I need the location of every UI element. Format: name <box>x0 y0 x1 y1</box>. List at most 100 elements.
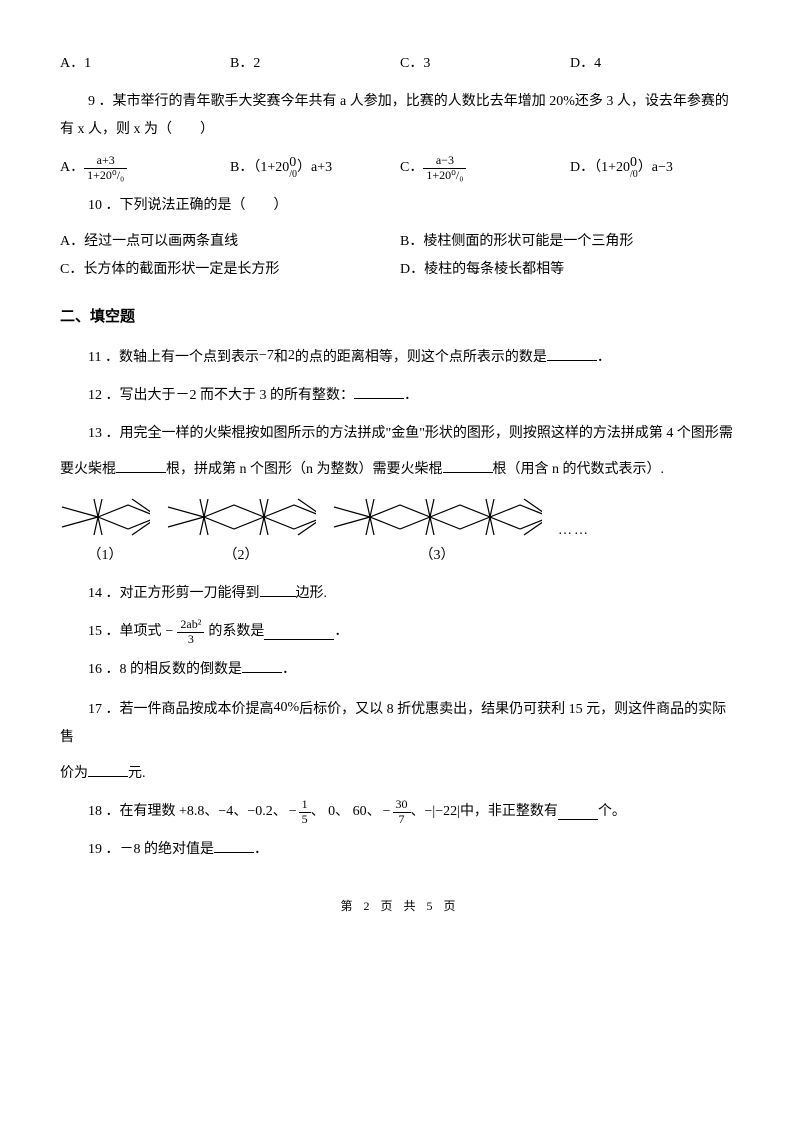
q17-pre: 17 ．若一件商品按成本价提高 <box>88 702 274 717</box>
blank <box>242 658 282 673</box>
section-fill: 二、填空题 <box>60 302 740 332</box>
q11-mid1: 和 <box>274 350 288 365</box>
frac-num: a−3 <box>423 154 466 168</box>
q9-opt-d: D．（1+20 0 /0 ）a−3 <box>570 154 740 182</box>
q18: 18 ．在有理数 +8.8、 −4、 −0.2、 − 1 5 、 0、 60、 … <box>60 798 740 826</box>
q18-mid1: 、 0、 60、 <box>311 798 381 826</box>
q13-l2-mid: 根，拼成第 n 个图形（n 为整数）需要火柴棍 <box>166 462 443 477</box>
q12-tail: ． <box>404 388 418 403</box>
q18-tail: 个。 <box>598 798 626 826</box>
fish-3: （3） <box>332 492 542 570</box>
q9-c-frac: a−3 1+20⁰/₀ <box>423 154 466 181</box>
q8-options: A．1 B．2 C．3 D．4 <box>60 50 740 78</box>
q9-options: A． a+3 1+20⁰/₀ B．（1+20 0 /0 ）a+3 C． a−3 … <box>60 154 740 182</box>
q13-l2-pre: 要火柴棍 <box>60 462 116 477</box>
q13-l2-tail: 根（用含 n 的代数式表示）. <box>493 462 665 477</box>
q9-a-frac: a+3 1+20⁰/₀ <box>84 154 127 181</box>
q9-b-label: B．（1+20 <box>230 154 289 182</box>
q11-tail: ． <box>597 350 611 365</box>
q17-line2: 价为 元. <box>60 760 740 788</box>
q18-s2: −0.2 <box>247 798 272 826</box>
q9-d-tail: ）a−3 <box>638 154 673 182</box>
q11: 11 ．数轴上有一个点到表示−7和2的点的距离相等，则这个点所表示的数是． <box>60 342 740 372</box>
blank <box>260 582 296 597</box>
q19-tail: ． <box>254 842 268 857</box>
blank <box>547 346 597 361</box>
q18-frac2: 30 7 <box>393 798 411 825</box>
frac-den: 1+20⁰/₀ <box>84 169 127 182</box>
fish-cap-1: （1） <box>60 542 150 570</box>
q17-pct: 40% <box>274 700 300 715</box>
q8-opt-b: B．2 <box>230 50 400 78</box>
q9-opt-b: B．（1+20 0 /0 ）a+3 <box>230 154 400 182</box>
q13-line1: 13 ．用完全一样的火柴棍按如图所示的方法拼成"金鱼"形状的图形，则按照这样的方… <box>60 420 740 448</box>
q15-mid: 的系数是 <box>208 618 264 646</box>
q11-mid2: 的点的距离相等，则这个点所表示的数是 <box>295 350 547 365</box>
frac-num: a+3 <box>84 154 127 168</box>
q15: 15 ．单项式 − 2ab² 3 的系数是 ． <box>60 618 740 646</box>
q16-pre: 16 ．8 的相反数的倒数是 <box>88 662 242 677</box>
q9-opt-a: A． a+3 1+20⁰/₀ <box>60 154 230 182</box>
q18-tailpre: 中，非正整数有 <box>460 798 558 826</box>
q10-text: 10 ．下列说法正确的是（ ） <box>60 192 740 220</box>
q18-s1: −4 <box>218 798 233 826</box>
q10-opt-a: A．经过一点可以画两条直线 <box>60 228 400 256</box>
q15-neg: − <box>166 618 174 646</box>
q9-a-label: A． <box>60 154 84 182</box>
blank <box>88 762 128 777</box>
q10-row2: C．长方体的截面形状一定是长方形 D．棱柱的每条棱长都相等 <box>60 256 740 284</box>
percent-icon: 0 /0 <box>289 156 297 180</box>
page-content: A．1 B．2 C．3 D．4 9 ．某市举行的青年歌手大奖赛今年共有 a 人参… <box>0 0 800 948</box>
q9-d-label: D．（1+20 <box>570 154 630 182</box>
q10-row1: A．经过一点可以画两条直线 B．棱柱侧面的形状可能是一个三角形 <box>60 228 740 256</box>
q18-frac1: 1 5 <box>299 798 311 825</box>
q11-n1: −7 <box>259 348 274 363</box>
blank <box>264 625 334 640</box>
q18-pre: 18 ．在有理数 +8.8、 <box>88 798 218 826</box>
fish-figures: （1） （2） （3） …… <box>60 492 740 570</box>
q17-l2-pre: 价为 <box>60 766 88 781</box>
q9-c-label: C． <box>400 154 423 182</box>
q13-line2: 要火柴棍 根，拼成第 n 个图形（n 为整数）需要火柴棍 根（用含 n 的代数式表示… <box>60 456 740 484</box>
fish-2: （2） <box>166 492 316 570</box>
frac-den: 1+20⁰/₀ <box>423 169 466 182</box>
q8-opt-c: C．3 <box>400 50 570 78</box>
blank <box>558 805 598 820</box>
frac-den: 3 <box>177 633 204 646</box>
q10-opt-c: C．长方体的截面形状一定是长方形 <box>60 256 400 284</box>
fish-cap-3: （3） <box>332 542 542 570</box>
blank <box>443 458 493 473</box>
q10-opt-d: D．棱柱的每条棱长都相等 <box>400 256 740 284</box>
q11-pre: 11 ．数轴上有一个点到表示 <box>88 350 259 365</box>
blank <box>116 458 166 473</box>
q14-tail: 边形. <box>296 586 328 601</box>
fish-ellipsis: …… <box>558 517 590 545</box>
q10-opt-b: B．棱柱侧面的形状可能是一个三角形 <box>400 228 740 256</box>
q17-line1: 17 ．若一件商品按成本价提高40%后标价，又以 8 折优惠卖出，结果仍可获利 … <box>60 694 740 752</box>
blank <box>354 384 404 399</box>
q9-text: 9 ．某市举行的青年歌手大奖赛今年共有 a 人参加，比赛的人数比去年增加 20%… <box>60 88 740 144</box>
q15-pre: 15 ．单项式 <box>88 618 162 646</box>
q15-tail: ． <box>334 618 348 646</box>
q15-frac: 2ab² 3 <box>177 618 204 645</box>
page-footer: 第 2 页 共 5 页 <box>60 894 740 918</box>
q16-tail: ． <box>282 662 296 677</box>
fish-1: （1） <box>60 492 150 570</box>
frac-num: 2ab² <box>177 618 204 632</box>
q14: 14 ．对正方形剪一刀能得到 边形. <box>60 580 740 608</box>
q18-s5: −|−22| <box>425 798 460 826</box>
q12: 12 ．写出大于－2 而不大于 3 的所有整数： ． <box>60 382 740 410</box>
q17-l2-tail: 元. <box>128 766 146 781</box>
q12-pre: 12 ．写出大于－2 而不大于 3 的所有整数： <box>88 388 354 403</box>
q16: 16 ．8 的相反数的倒数是 ． <box>60 656 740 684</box>
q8-opt-d: D．4 <box>570 50 740 78</box>
q9-opt-c: C． a−3 1+20⁰/₀ <box>400 154 570 182</box>
q8-opt-a: A．1 <box>60 50 230 78</box>
q19: 19 ．－8 的绝对值是 ． <box>60 836 740 864</box>
blank <box>214 838 254 853</box>
percent-icon: 0 /0 <box>630 156 638 180</box>
fish-cap-2: （2） <box>166 542 316 570</box>
q19-pre: 19 ．－8 的绝对值是 <box>88 842 214 857</box>
q14-pre: 14 ．对正方形剪一刀能得到 <box>88 586 260 601</box>
q9-b-tail: ）a+3 <box>297 154 332 182</box>
